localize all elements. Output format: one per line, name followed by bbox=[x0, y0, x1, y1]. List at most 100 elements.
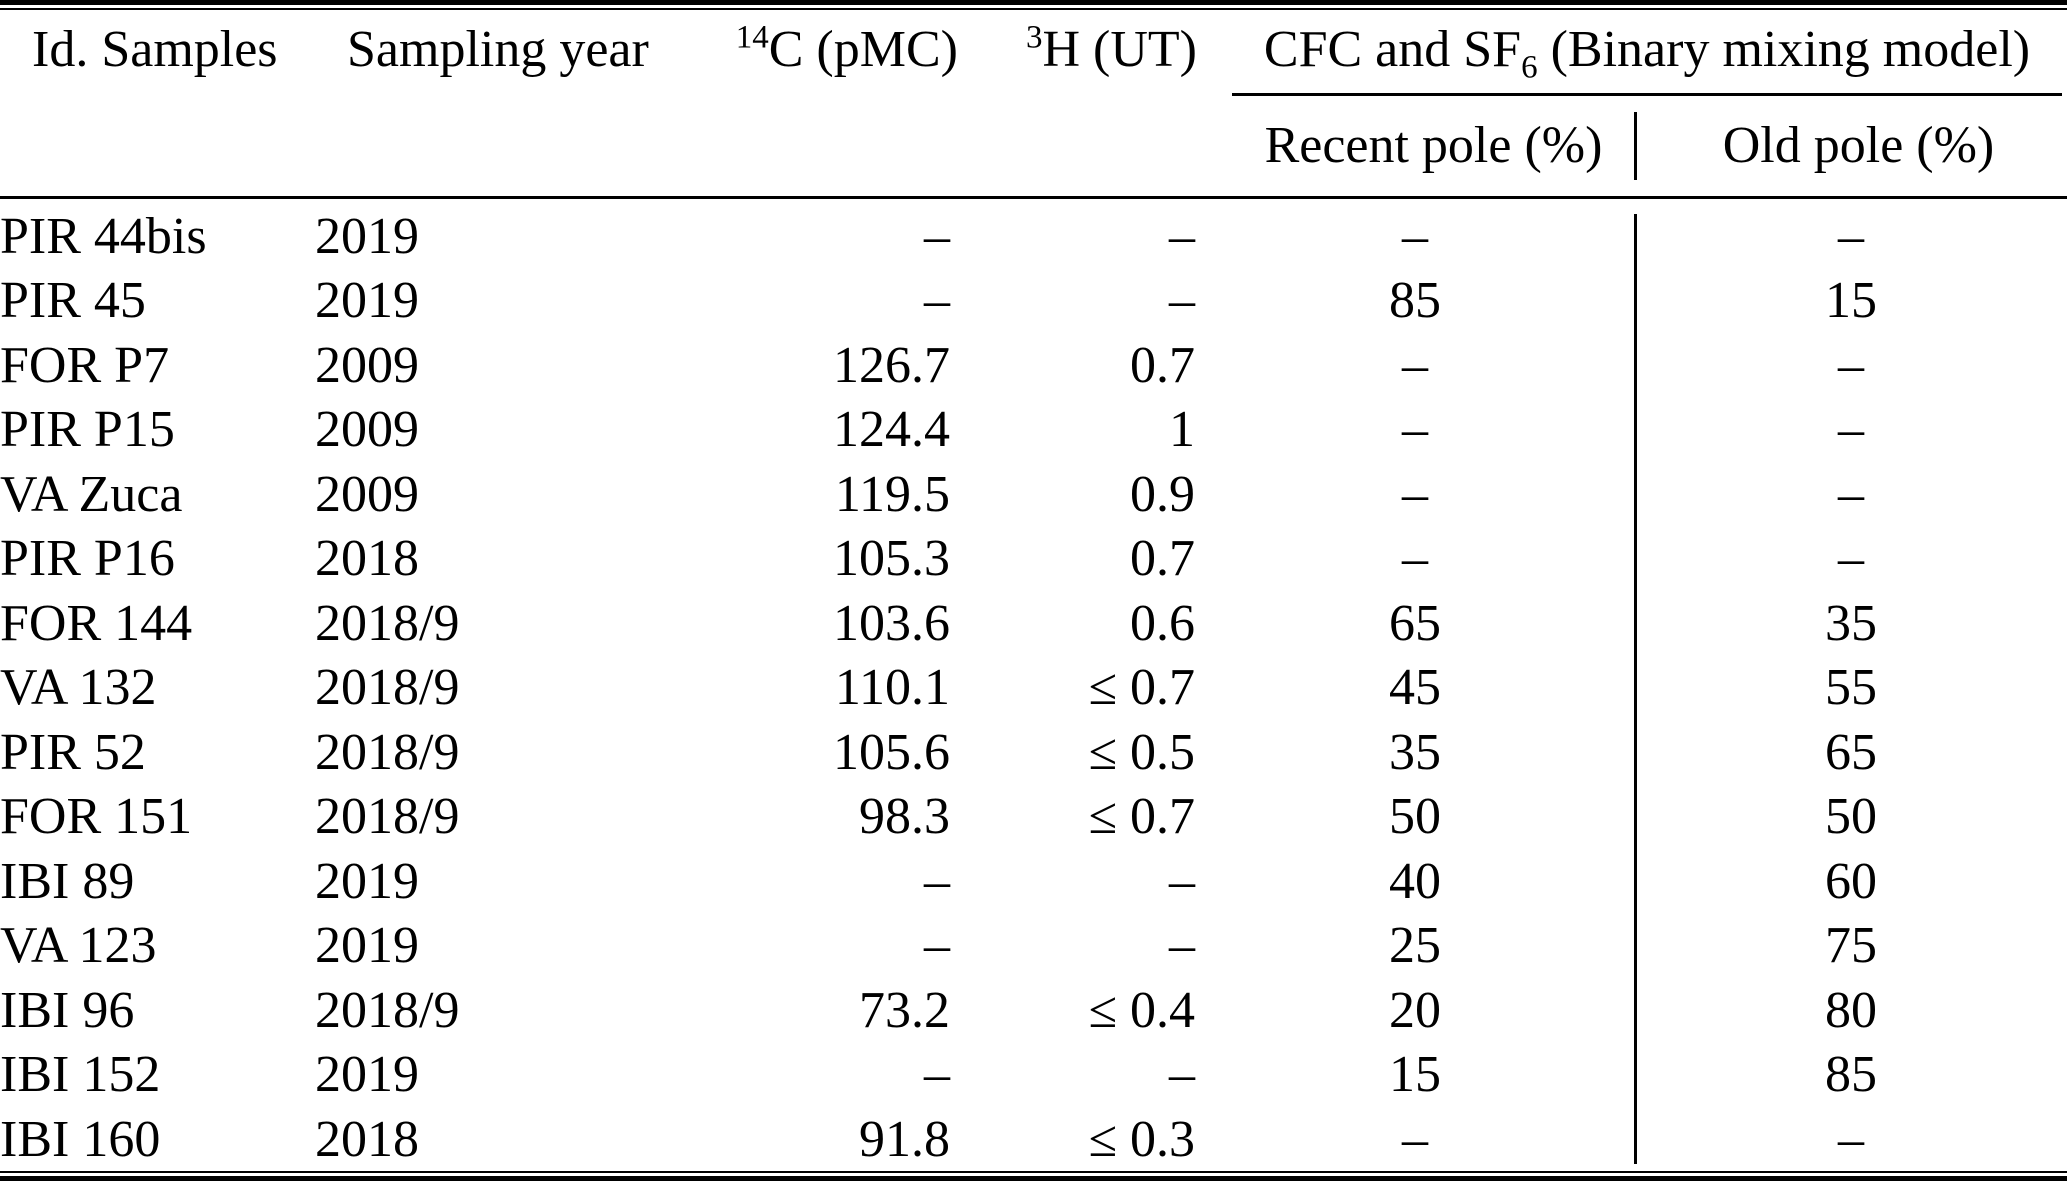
cell-recent: 40 bbox=[1389, 852, 1441, 910]
cell-year: 2018/9 bbox=[315, 659, 460, 717]
cell-id: PIR 44bis bbox=[0, 207, 207, 265]
table-row: FOR 144 2018/9 103.6 0.6 65 35 bbox=[0, 591, 2067, 656]
cell-id: FOR P7 bbox=[0, 336, 170, 394]
table-row: FOR 151 2018/9 98.3 ≤ 0.7 50 50 bbox=[0, 785, 2067, 850]
column-header-old-pole: Old pole (%) bbox=[1722, 117, 1995, 174]
cell-h3: ≤ 0.7 bbox=[1088, 659, 1195, 717]
group-header-cfc-sf6: CFC and SF6 (Binary mixing model) bbox=[1232, 21, 2062, 84]
cell-c14: – bbox=[924, 917, 950, 975]
c14-superscript: 14 bbox=[735, 19, 769, 56]
pole-columns-divider-body bbox=[1634, 214, 1637, 1164]
cell-year: 2018 bbox=[315, 530, 419, 588]
table-row: PIR 52 2018/9 105.6 ≤ 0.5 35 65 bbox=[0, 720, 2067, 785]
cell-year: 2009 bbox=[315, 465, 419, 523]
cell-h3: 0.7 bbox=[1130, 336, 1195, 394]
cell-h3: 0.7 bbox=[1130, 530, 1195, 588]
cell-recent: 65 bbox=[1389, 594, 1441, 652]
cell-c14: 105.6 bbox=[833, 723, 950, 781]
cell-h3: – bbox=[1169, 207, 1195, 265]
cell-recent: – bbox=[1402, 336, 1428, 394]
cell-year: 2009 bbox=[315, 336, 419, 394]
cell-h3: ≤ 0.4 bbox=[1088, 981, 1195, 1039]
cell-old: 75 bbox=[1825, 917, 1877, 975]
cell-recent: 25 bbox=[1389, 917, 1441, 975]
cell-year: 2018 bbox=[315, 1110, 419, 1168]
column-header-id-samples: Id. Samples bbox=[32, 21, 278, 78]
cell-id: VA Zuca bbox=[0, 465, 183, 523]
table-row: FOR P7 2009 126.7 0.7 – – bbox=[0, 333, 2067, 398]
table-row: VA Zuca 2009 119.5 0.9 – – bbox=[0, 462, 2067, 527]
cell-year: 2019 bbox=[315, 917, 419, 975]
table-row: VA 123 2019 – – 25 75 bbox=[0, 914, 2067, 979]
cell-year: 2019 bbox=[315, 207, 419, 265]
bottom-thin-rule bbox=[0, 1171, 2067, 1173]
table-body: PIR 44bis 2019 – – – – PIR 45 2019 – – 85 15 FOR P7 2… bbox=[0, 204, 2067, 1172]
cell-h3: ≤ 0.3 bbox=[1088, 1110, 1195, 1168]
cell-recent: 15 bbox=[1389, 1046, 1441, 1104]
bottom-thick-rule bbox=[0, 1176, 2067, 1181]
pole-columns-divider-header bbox=[1634, 112, 1637, 180]
table-row: IBI 96 2018/9 73.2 ≤ 0.4 20 80 bbox=[0, 978, 2067, 1043]
cell-year: 2019 bbox=[315, 852, 419, 910]
top-thin-rule bbox=[0, 8, 2067, 10]
cell-c14: 119.5 bbox=[834, 465, 950, 523]
cell-h3: – bbox=[1169, 272, 1195, 330]
column-header-c14: 14C (pMC) bbox=[650, 19, 958, 78]
cell-recent: 20 bbox=[1389, 981, 1441, 1039]
h3-superscript: 3 bbox=[1025, 19, 1043, 56]
cell-c14: – bbox=[924, 1046, 950, 1104]
group-header-pre: CFC and SF bbox=[1263, 21, 1522, 78]
cell-id: PIR P16 bbox=[0, 530, 175, 588]
cell-old: 60 bbox=[1825, 852, 1877, 910]
cell-h3: 0.6 bbox=[1130, 594, 1195, 652]
cell-old: 80 bbox=[1825, 981, 1877, 1039]
top-thick-rule bbox=[0, 0, 2067, 5]
cell-old: 35 bbox=[1825, 594, 1877, 652]
cell-year: 2018/9 bbox=[315, 594, 460, 652]
cell-year: 2009 bbox=[315, 401, 419, 459]
cell-id: PIR 45 bbox=[0, 272, 146, 330]
cell-old: 55 bbox=[1825, 659, 1877, 717]
cell-h3: – bbox=[1169, 917, 1195, 975]
cell-year: 2019 bbox=[315, 272, 419, 330]
cell-c14: 98.3 bbox=[859, 788, 950, 846]
cell-h3: – bbox=[1169, 852, 1195, 910]
cell-old: – bbox=[1838, 1110, 1864, 1168]
cell-year: 2019 bbox=[315, 1046, 419, 1104]
cell-old: – bbox=[1838, 465, 1864, 523]
cell-recent: 45 bbox=[1389, 659, 1441, 717]
cell-old: 50 bbox=[1825, 788, 1877, 846]
cell-recent: – bbox=[1402, 207, 1428, 265]
table-row: PIR P15 2009 124.4 1 – – bbox=[0, 398, 2067, 463]
group-header-post: (Binary mixing model) bbox=[1537, 21, 2031, 78]
cell-c14: 110.1 bbox=[834, 659, 950, 717]
cell-id: PIR P15 bbox=[0, 401, 175, 459]
cell-id: FOR 144 bbox=[0, 594, 193, 652]
cell-recent: – bbox=[1402, 465, 1428, 523]
cell-recent: – bbox=[1402, 1110, 1428, 1168]
cell-old: – bbox=[1838, 207, 1864, 265]
cell-old: – bbox=[1838, 401, 1864, 459]
cell-c14: 91.8 bbox=[859, 1110, 950, 1168]
cell-recent: – bbox=[1402, 401, 1428, 459]
table-row: VA 132 2018/9 110.1 ≤ 0.7 45 55 bbox=[0, 656, 2067, 721]
column-header-sampling-year: Sampling year bbox=[347, 21, 649, 78]
cell-old: 85 bbox=[1825, 1046, 1877, 1104]
cell-year: 2018/9 bbox=[315, 788, 460, 846]
table-row: PIR P16 2018 105.3 0.7 – – bbox=[0, 527, 2067, 592]
cell-c14: 103.6 bbox=[833, 594, 950, 652]
cell-id: VA 123 bbox=[0, 917, 157, 975]
cell-recent: 35 bbox=[1389, 723, 1441, 781]
cell-c14: 73.2 bbox=[859, 981, 950, 1039]
header-separator-rule bbox=[0, 196, 2067, 199]
table-row: IBI 89 2019 – – 40 60 bbox=[0, 849, 2067, 914]
cell-c14: 105.3 bbox=[833, 530, 950, 588]
cell-h3: 0.9 bbox=[1130, 465, 1195, 523]
cell-c14: – bbox=[924, 852, 950, 910]
sf6-subscript: 6 bbox=[1521, 49, 1538, 86]
cell-old: – bbox=[1838, 530, 1864, 588]
cell-id: IBI 152 bbox=[0, 1046, 161, 1104]
cell-recent: 50 bbox=[1389, 788, 1441, 846]
cell-year: 2018/9 bbox=[315, 723, 460, 781]
